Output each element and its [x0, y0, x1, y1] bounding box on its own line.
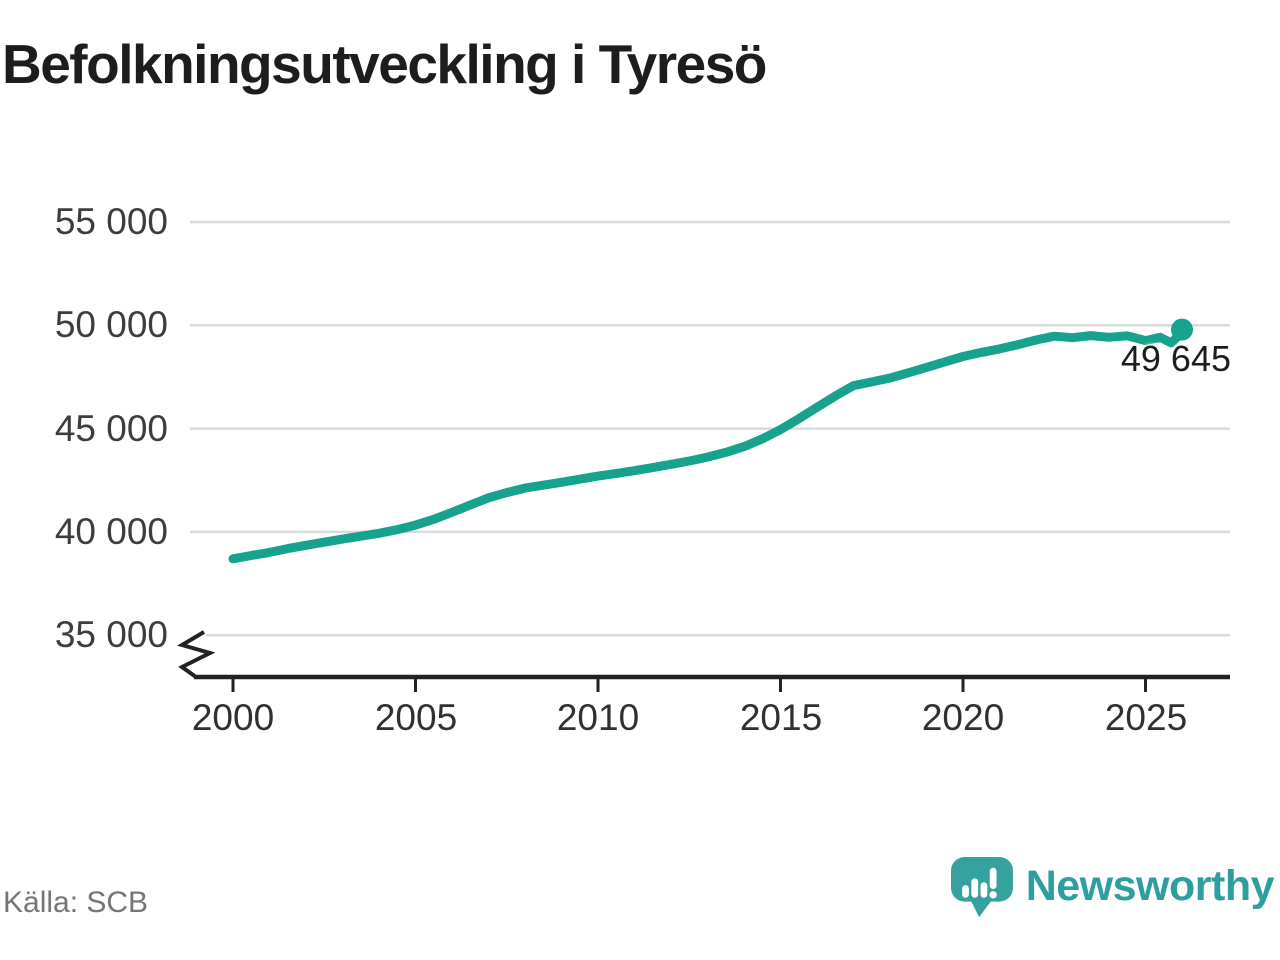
logo-exclamation-bar	[989, 867, 997, 889]
x-tick-label: 2020	[921, 697, 1005, 738]
x-tick-label: 2010	[556, 697, 640, 738]
x-tick-label: 2015	[739, 697, 823, 738]
newsworthy-logo-icon	[950, 857, 1013, 918]
chart-title: Befolkningsutveckling i Tyresö	[2, 33, 767, 95]
source-note: Källa: SCB	[3, 886, 149, 919]
population-line	[228, 328, 1187, 564]
y-tick-label: 50 000	[54, 304, 168, 345]
newsworthy-brand: Newsworthy	[950, 857, 1275, 921]
y-tick-label: 40 000	[54, 511, 168, 552]
x-tick-label: 2000	[191, 697, 275, 738]
logo-bar-small	[961, 885, 969, 898]
brand-name: Newsworthy	[1025, 861, 1275, 910]
axis-break-icon	[176, 630, 216, 679]
y-tick-label: 35 000	[54, 614, 168, 655]
y-tick-label: 45 000	[54, 408, 168, 449]
logo-bar-tall	[971, 878, 978, 898]
x-tick-label: 2005	[374, 697, 458, 738]
latest-value-label: 49 645	[1120, 338, 1231, 379]
x-tick-label: 2025	[1104, 697, 1188, 738]
logo-exclamation-dot	[989, 891, 997, 899]
y-tick-label: 55 000	[54, 201, 168, 242]
logo-bar-medium	[980, 882, 988, 898]
end-point-marker	[1171, 318, 1193, 341]
